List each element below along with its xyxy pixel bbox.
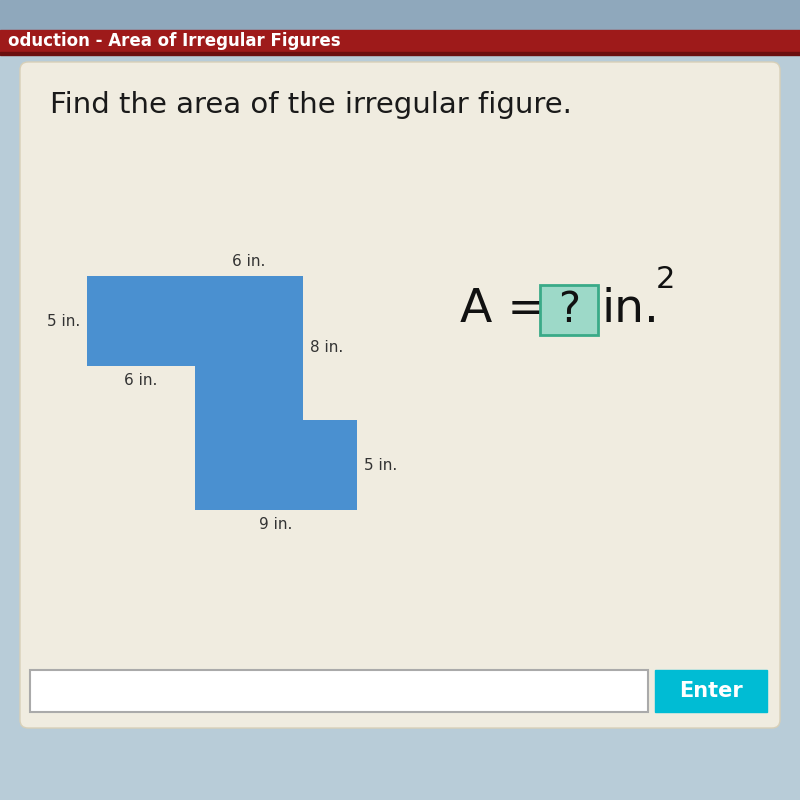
Text: 5 in.: 5 in. [46, 314, 80, 329]
Text: Find the area of the irregular figure.: Find the area of the irregular figure. [50, 91, 572, 119]
Bar [195, 276, 303, 420]
Text: 9 in.: 9 in. [259, 517, 293, 532]
Text: 8 in.: 8 in. [310, 341, 343, 355]
Bar [0, 30, 800, 52]
FancyBboxPatch shape [20, 62, 780, 728]
Text: A =: A = [460, 287, 547, 333]
Text: in.: in. [602, 287, 660, 333]
Text: oduction - Area of Irregular Figures: oduction - Area of Irregular Figures [8, 32, 341, 50]
Bar [655, 670, 767, 712]
Text: 6 in.: 6 in. [124, 373, 158, 388]
Bar [195, 420, 357, 510]
Bar [0, 52, 800, 55]
Text: 5 in.: 5 in. [364, 458, 398, 473]
Text: 6 in.: 6 in. [232, 254, 266, 269]
Bar [0, 0, 800, 30]
Bar [540, 285, 598, 335]
Text: ?: ? [558, 289, 580, 331]
Text: Enter: Enter [679, 681, 743, 701]
Text: 2: 2 [656, 265, 675, 294]
Bar [87, 276, 195, 366]
Bar [30, 670, 648, 712]
